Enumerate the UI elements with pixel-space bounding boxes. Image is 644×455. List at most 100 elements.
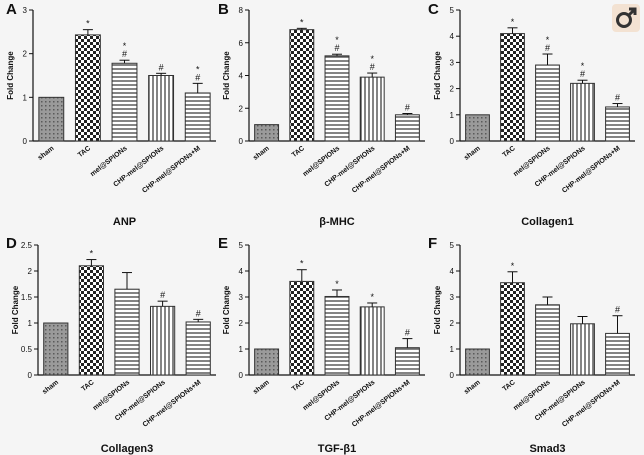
bar (324, 55, 350, 142)
y-tick-label: 1 (450, 111, 455, 120)
bar (148, 75, 175, 142)
significance-marker: * (335, 35, 339, 45)
bar (535, 64, 560, 142)
y-axis-label: Fold Change (11, 285, 20, 334)
category-label: sham (463, 379, 482, 396)
category-label: CHP-mel@SPIONs+M (351, 379, 412, 429)
bar (359, 306, 385, 376)
bar (74, 34, 101, 142)
y-tick-label: 3 (450, 293, 455, 302)
category-label: CHP-mel@SPIONs+M (351, 145, 412, 195)
y-tick-label: 0 (239, 137, 244, 146)
significance-marker: # (545, 43, 550, 53)
bar (465, 114, 490, 142)
significance-marker: # (405, 102, 410, 112)
significance-marker: # (160, 290, 165, 300)
chart-title: ANP (113, 216, 136, 228)
y-tick-label: 3 (450, 58, 455, 67)
significance-marker: # (195, 72, 200, 82)
significance-marker: # (580, 69, 585, 79)
significance-marker: # (405, 328, 410, 338)
y-axis-label: Fold Change (433, 51, 442, 100)
category-label: TAC (291, 145, 306, 159)
y-tick-label: 3 (239, 293, 244, 302)
category-label: CHP-mel@SPIONs+M (561, 379, 622, 429)
bar (254, 348, 280, 376)
y-tick-label: 4 (239, 72, 244, 81)
chart-title: Collagen1 (521, 216, 574, 228)
significance-marker: * (335, 279, 339, 289)
bar (184, 92, 211, 142)
category-label: CHP-mel@SPIONs+M (561, 145, 622, 195)
significance-marker: * (196, 64, 200, 74)
y-axis-label: Fold Change (222, 51, 231, 100)
significance-marker: # (334, 43, 339, 53)
bar (254, 124, 280, 142)
category-label: sham (41, 379, 60, 396)
bar (114, 288, 140, 376)
y-axis-label: Fold Change (6, 51, 15, 100)
bar (149, 305, 176, 376)
bar (185, 321, 211, 376)
y-tick-label: 1 (28, 319, 33, 328)
y-tick-label: 1.5 (21, 293, 33, 302)
significance-marker: # (122, 49, 127, 59)
significance-marker: * (300, 259, 304, 269)
category-label: mel@SPIONs (89, 145, 129, 178)
y-tick-label: 2 (239, 319, 244, 328)
bar (535, 304, 560, 376)
chart-title: TGF-β1 (318, 443, 357, 455)
y-tick-label: 2 (450, 85, 455, 94)
panel-letter: F (428, 235, 437, 252)
category-label: sham (252, 145, 271, 162)
y-tick-label: 0 (23, 137, 28, 146)
significance-marker: * (86, 19, 90, 29)
y-axis-label: Fold Change (222, 285, 231, 334)
bar (500, 33, 525, 142)
category-label: TAC (77, 145, 92, 159)
y-tick-label: 2 (28, 267, 33, 276)
significance-marker: * (546, 35, 550, 45)
bar (605, 332, 630, 376)
y-tick-label: 2 (239, 104, 244, 113)
y-tick-label: 2 (23, 50, 28, 59)
bar (570, 323, 595, 376)
bar (359, 76, 385, 142)
y-tick-label: 5 (239, 241, 244, 250)
category-label: TAC (291, 379, 306, 393)
significance-marker: * (90, 249, 94, 259)
y-tick-label: 3 (23, 6, 28, 15)
significance-marker: * (300, 17, 304, 27)
bar (111, 62, 138, 142)
significance-marker: * (511, 261, 515, 271)
bar (324, 295, 350, 376)
y-tick-label: 8 (239, 6, 244, 15)
bar (394, 114, 420, 142)
category-label: TAC (501, 145, 516, 159)
y-tick-label: 0 (450, 137, 455, 146)
bar (289, 280, 315, 376)
significance-marker: * (123, 41, 127, 51)
y-tick-label: 0.5 (21, 345, 33, 354)
y-tick-label: 4 (450, 267, 455, 276)
category-label: TAC (501, 379, 516, 393)
y-tick-label: 2 (450, 319, 455, 328)
bar (570, 82, 595, 142)
panel-letter: D (6, 235, 17, 252)
male-symbol-icon (612, 4, 640, 32)
chart-title: β-MHC (319, 216, 354, 228)
bar (38, 96, 65, 142)
y-tick-label: 0 (28, 371, 33, 380)
significance-marker: * (511, 17, 515, 27)
significance-marker: * (370, 54, 374, 64)
chart-title: Smad3 (529, 443, 565, 455)
bar (394, 347, 420, 376)
significance-marker: # (615, 93, 620, 103)
panel-letter: A (6, 1, 17, 18)
y-tick-label: 5 (450, 6, 455, 15)
